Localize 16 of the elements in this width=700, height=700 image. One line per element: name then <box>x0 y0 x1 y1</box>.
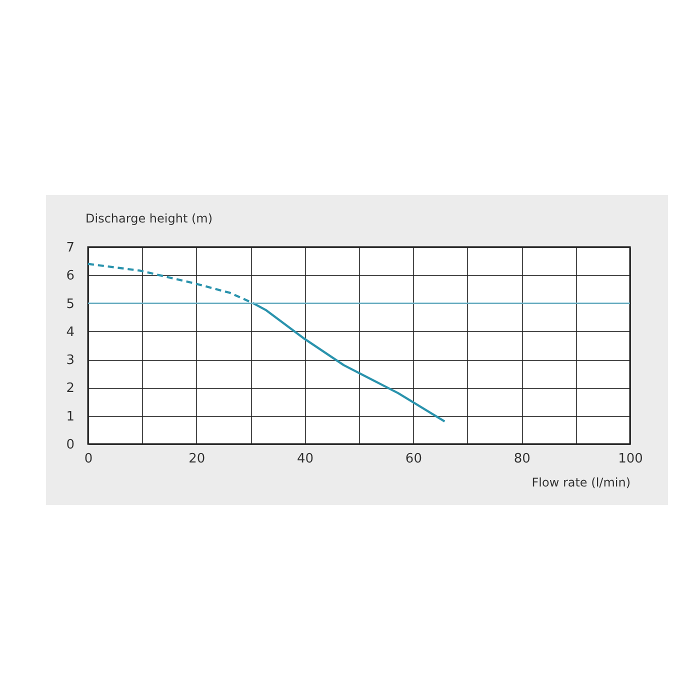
y-tick-label: 4 <box>66 324 74 340</box>
x-tick-label: 20 <box>188 452 206 466</box>
x-axis-title: Flow rate (l/min) <box>532 476 630 490</box>
y-tick-label: 6 <box>66 268 74 284</box>
y-tick-label: 0 <box>66 438 74 452</box>
y-tick-label: 1 <box>66 409 74 424</box>
x-tick-label: 40 <box>297 452 314 466</box>
x-tick-label: 80 <box>514 452 530 466</box>
y-tick-label: 3 <box>66 353 74 368</box>
y-tick-label: 5 <box>66 296 74 312</box>
y-tick-label: 2 <box>66 381 74 396</box>
y-axis-title: Discharge height (m) <box>86 212 213 226</box>
x-tick-label: 60 <box>405 452 422 466</box>
x-tick-label: 0 <box>84 452 93 466</box>
y-tick-label: 7 <box>66 240 74 256</box>
x-tick-label: 100 <box>618 452 643 466</box>
